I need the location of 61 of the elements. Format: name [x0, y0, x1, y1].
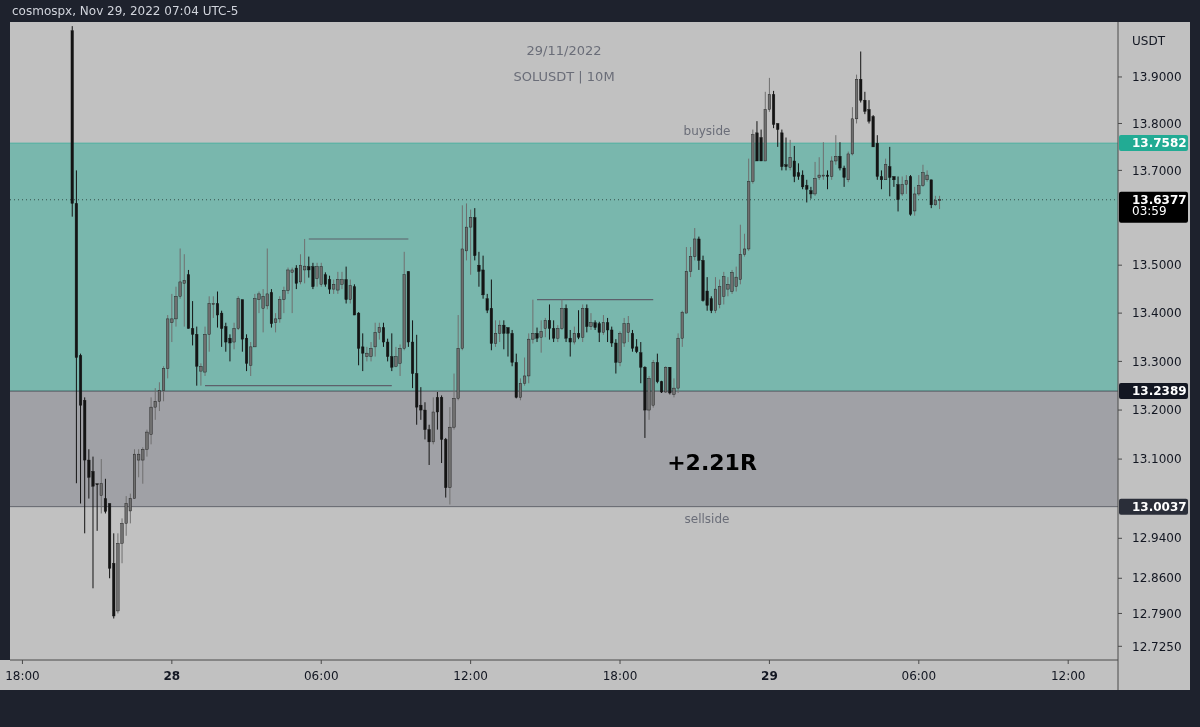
candlestick — [261, 288, 265, 333]
annotation: +2.21R — [667, 450, 757, 475]
y-tick-label: 13.5000 — [1132, 258, 1182, 273]
text: SOLUSDT | 10M — [513, 69, 615, 84]
candlestick — [813, 161, 817, 197]
candlestick — [390, 332, 394, 372]
ref-line-label: 13.0037 — [1132, 499, 1187, 514]
candlestick — [319, 262, 323, 288]
candlestick — [365, 346, 369, 362]
text: cosmospx, Nov 29, 2022 07:04 UTC-5 — [12, 4, 239, 18]
y-tick-label: 12.7250 — [1132, 639, 1182, 654]
candlestick — [91, 456, 95, 589]
y-tick-label: 13.4000 — [1132, 306, 1182, 321]
ref-line-label: 13.2389 — [1132, 384, 1187, 399]
candlestick — [552, 319, 556, 343]
candlestick — [535, 327, 539, 343]
candlestick — [498, 319, 502, 343]
candlestick — [821, 141, 825, 181]
candlestick — [626, 315, 630, 343]
candlestick — [900, 176, 904, 197]
x-tick-label: 29 — [761, 669, 778, 683]
y-tick-label: 13.2000 — [1132, 403, 1182, 418]
candlestick — [502, 319, 506, 350]
x-tick-label: 06:00 — [901, 669, 937, 683]
candlestick — [469, 209, 473, 276]
y-tick-label: 13.3000 — [1132, 354, 1182, 369]
candlestick — [294, 264, 298, 290]
x-tick-label: 12:00 — [453, 669, 488, 683]
band-label: sellside — [684, 511, 730, 526]
x-tick-label: 28 — [163, 669, 181, 683]
candlestick — [315, 262, 319, 288]
candlestick — [792, 145, 796, 183]
candlestick — [726, 276, 730, 297]
candlestick — [539, 319, 543, 354]
ref-line-label: 13.7582 — [1132, 136, 1187, 151]
candlestick — [722, 271, 726, 305]
text: 29/11/2022 — [526, 43, 602, 58]
x-tick-label: 06:00 — [303, 669, 339, 683]
candlestick — [303, 238, 307, 284]
candlestick — [373, 322, 377, 358]
y-tick-label: 13.9000 — [1132, 70, 1182, 85]
candlestick — [290, 267, 294, 314]
y-tick-label: 12.7900 — [1132, 606, 1182, 621]
band-label: buyside — [683, 124, 731, 139]
y-tick-label: 13.7000 — [1132, 163, 1182, 178]
candlestick — [344, 266, 348, 304]
candlestick — [589, 312, 593, 331]
x-tick-label: 18:00 — [5, 669, 40, 683]
candlestick — [730, 269, 734, 295]
candlestick — [896, 176, 900, 212]
y-tick-label: 13.1000 — [1132, 452, 1182, 467]
y-tick-label: 12.8600 — [1132, 571, 1182, 586]
y-axis-title: USDT — [1132, 34, 1166, 48]
candlestick — [336, 271, 340, 295]
y-tick-label: 12.9400 — [1132, 531, 1182, 546]
candlestick — [597, 321, 601, 343]
y-tick-label: 13.8000 — [1132, 116, 1182, 131]
x-tick-label: 18:00 — [602, 669, 638, 683]
candlestick — [888, 146, 892, 197]
candlestick — [311, 262, 315, 290]
x-tick-label: 12:00 — [1050, 669, 1086, 683]
